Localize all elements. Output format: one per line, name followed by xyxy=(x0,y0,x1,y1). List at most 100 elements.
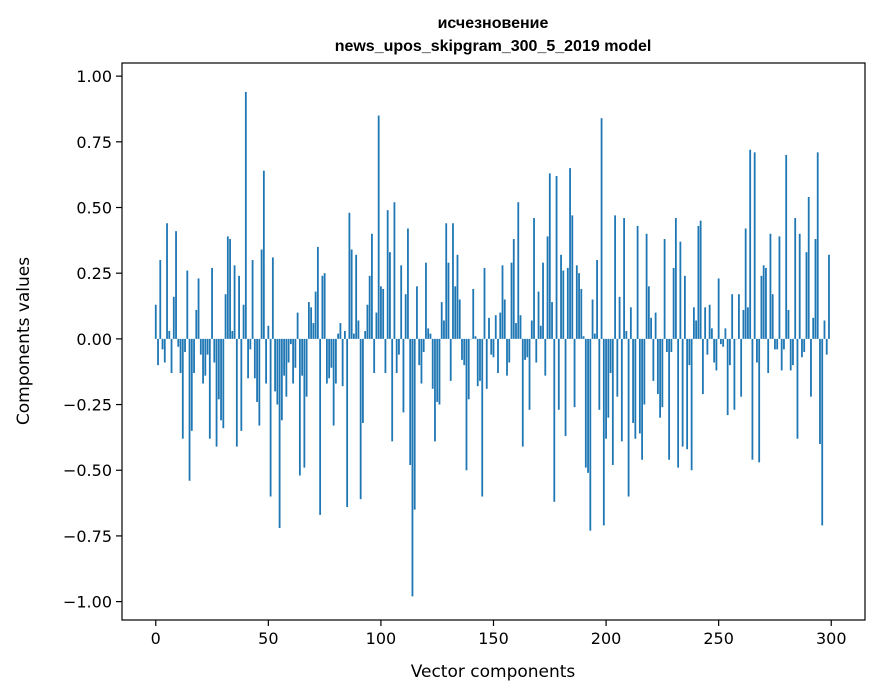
bar xyxy=(576,265,578,339)
bar xyxy=(164,339,166,363)
bar xyxy=(740,339,742,397)
bar xyxy=(229,239,231,339)
bar xyxy=(734,339,736,410)
bar xyxy=(790,339,792,371)
bar xyxy=(779,236,781,338)
bar xyxy=(261,250,263,339)
bar xyxy=(533,218,535,339)
bar xyxy=(457,255,459,339)
bar xyxy=(675,218,677,339)
bar xyxy=(364,331,366,339)
bar xyxy=(159,260,161,339)
bar xyxy=(646,234,648,339)
bar xyxy=(819,339,821,444)
bar xyxy=(765,268,767,339)
bar xyxy=(517,202,519,339)
bar xyxy=(529,339,531,410)
bar xyxy=(398,339,400,355)
bar xyxy=(722,339,724,347)
chart-title-line2: news_upos_skipgram_300_5_2019 model xyxy=(335,38,652,55)
bar xyxy=(391,339,393,441)
bar xyxy=(252,260,254,339)
bar xyxy=(515,323,517,339)
bar xyxy=(749,150,751,339)
bar xyxy=(484,268,486,339)
bar xyxy=(502,265,504,339)
y-tick-label: −1.00 xyxy=(63,593,112,612)
bar xyxy=(616,339,618,397)
bar xyxy=(220,339,222,420)
bar xyxy=(497,339,499,373)
bar xyxy=(344,331,346,339)
bar xyxy=(535,339,537,363)
bar xyxy=(180,339,182,373)
bar xyxy=(774,339,776,350)
bar xyxy=(727,339,729,415)
bar xyxy=(333,339,335,426)
bar xyxy=(321,276,323,339)
bar xyxy=(349,213,351,339)
bar xyxy=(312,323,314,339)
bar xyxy=(294,339,296,368)
bar xyxy=(639,339,641,434)
bar xyxy=(463,339,465,365)
bar xyxy=(806,252,808,339)
bar xyxy=(587,339,589,473)
bar xyxy=(549,173,551,339)
bar xyxy=(621,339,623,441)
bar xyxy=(637,226,639,339)
bar xyxy=(605,339,607,439)
bar xyxy=(772,294,774,339)
bar xyxy=(439,339,441,405)
bar xyxy=(758,339,760,462)
bar xyxy=(328,339,330,378)
bar xyxy=(650,318,652,339)
bar xyxy=(725,328,727,339)
bar xyxy=(526,339,528,357)
bar xyxy=(693,307,695,339)
bar xyxy=(454,286,456,339)
bar xyxy=(603,339,605,526)
bar xyxy=(655,313,657,339)
bar xyxy=(695,320,697,338)
bar xyxy=(362,339,364,423)
x-tick-label: 50 xyxy=(258,629,278,648)
bar xyxy=(445,223,447,339)
bar xyxy=(558,339,560,410)
bar xyxy=(162,339,164,350)
bar xyxy=(538,292,540,339)
bar xyxy=(427,328,429,339)
bar xyxy=(387,210,389,339)
bar xyxy=(231,331,233,339)
bar xyxy=(668,339,670,460)
bar xyxy=(182,339,184,439)
bar xyxy=(670,339,672,352)
x-tick-label: 300 xyxy=(816,629,847,648)
bar xyxy=(403,339,405,413)
y-tick-label: 1.00 xyxy=(76,67,112,86)
bar xyxy=(761,276,763,339)
bar xyxy=(770,234,772,339)
bar xyxy=(258,339,260,426)
bar xyxy=(824,320,826,338)
bar xyxy=(339,323,341,339)
bar xyxy=(168,331,170,339)
bar xyxy=(308,302,310,339)
bar xyxy=(812,318,814,339)
bar xyxy=(781,339,783,371)
bar xyxy=(697,226,699,339)
bar xyxy=(468,339,470,399)
bar xyxy=(279,339,281,528)
bar xyxy=(817,152,819,339)
bar xyxy=(202,339,204,384)
bar xyxy=(337,334,339,339)
bar xyxy=(213,339,215,363)
bar xyxy=(648,286,650,339)
bar xyxy=(414,339,416,510)
bar xyxy=(371,234,373,339)
bar xyxy=(659,339,661,418)
bar xyxy=(326,339,328,384)
x-tick-label: 200 xyxy=(591,629,622,648)
bar xyxy=(598,339,600,410)
